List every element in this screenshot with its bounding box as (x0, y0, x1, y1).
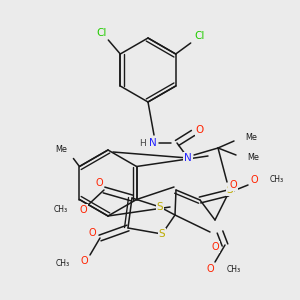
Text: O: O (229, 180, 237, 190)
Text: CH₃: CH₃ (270, 176, 284, 184)
Text: O: O (95, 178, 103, 188)
Text: Me: Me (247, 154, 259, 163)
Text: N: N (149, 138, 157, 148)
Text: Me: Me (245, 134, 257, 142)
Text: Cl: Cl (194, 31, 205, 41)
Text: S: S (227, 185, 233, 195)
Text: O: O (80, 256, 88, 266)
Text: Cl: Cl (96, 28, 106, 38)
Text: S: S (159, 229, 165, 239)
Text: CH₃: CH₃ (56, 259, 70, 268)
Text: O: O (88, 228, 96, 238)
Text: O: O (79, 205, 87, 215)
Text: CH₃: CH₃ (227, 266, 241, 274)
Text: S: S (157, 202, 163, 212)
Text: O: O (196, 125, 204, 135)
Text: Me: Me (56, 145, 68, 154)
Text: O: O (250, 175, 258, 185)
Text: CH₃: CH₃ (54, 206, 68, 214)
Text: H: H (139, 139, 145, 148)
Text: N: N (184, 153, 192, 163)
Text: O: O (206, 264, 214, 274)
Text: O: O (211, 242, 219, 252)
